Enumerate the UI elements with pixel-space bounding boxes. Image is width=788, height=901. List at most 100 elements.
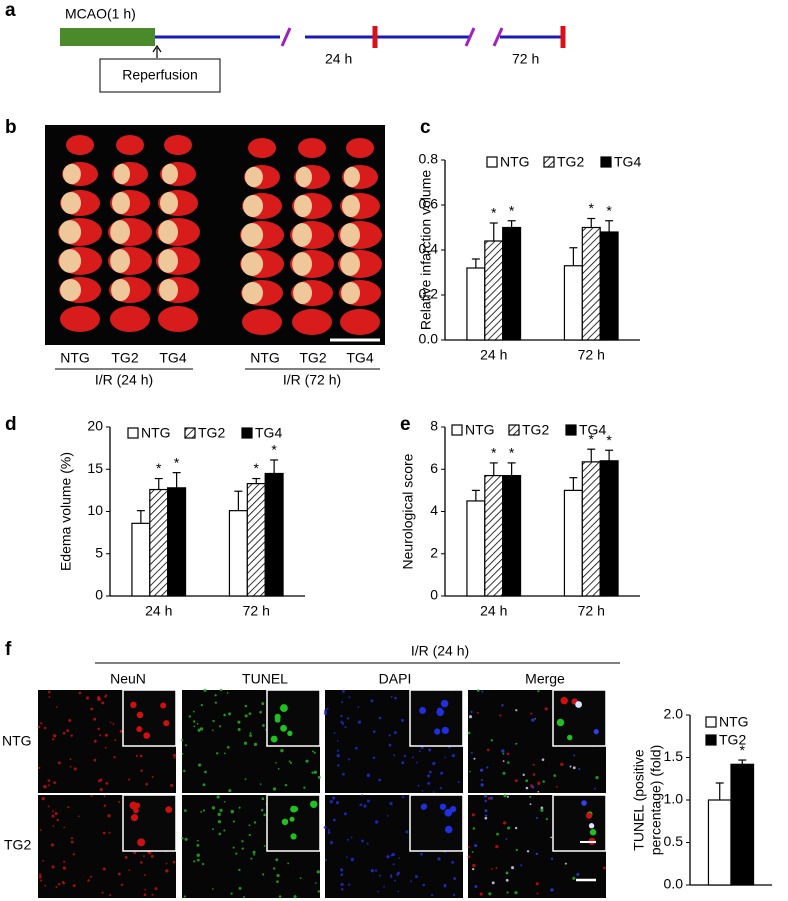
legend-swatch [241,427,253,439]
cell [293,895,297,899]
cell [346,856,348,859]
cell [540,808,544,812]
cell [439,803,447,810]
cell [99,734,102,737]
cell [93,739,97,743]
error-bar [569,247,578,266]
cell [173,756,176,759]
cell [137,838,146,847]
cell [474,885,478,888]
cell [361,794,364,797]
timeline: MCAO(1 h) 24 h 72 h Reperfusion [60,6,566,93]
cell [40,879,43,882]
brain-slice [346,138,374,158]
cell [128,778,131,781]
cell [550,836,553,839]
cell [336,753,340,758]
cell [134,802,141,809]
cell [514,826,518,830]
cell [196,839,199,842]
group-label: TG4 [346,350,373,366]
cell [534,717,537,720]
cell [467,845,470,849]
cell [388,734,391,737]
arrow-head [152,44,162,53]
cell [313,751,316,754]
cell [110,721,112,724]
cell [522,773,525,776]
cell [564,862,567,865]
significance: * [589,200,595,216]
cell [52,825,55,827]
cell [63,860,66,863]
inset [409,689,464,747]
cell [139,861,143,864]
cell [432,761,436,766]
cell [473,757,476,760]
cell [420,746,424,750]
cell [396,872,400,876]
cell [394,879,397,882]
cell [476,689,480,692]
column-label: TUNEL [242,671,288,687]
cell [470,751,473,754]
cell [428,770,432,774]
cell [72,853,75,856]
cell [372,756,376,760]
panel-label: c [420,117,431,138]
cell [402,795,405,799]
significance: * [740,742,746,758]
cell [248,824,251,827]
cell [391,852,395,857]
cell [70,840,74,844]
cell [93,717,97,721]
cell [104,746,107,749]
cell [203,688,207,692]
cell [453,876,457,880]
cell [416,761,418,764]
cell [472,867,475,871]
error-bar [605,220,614,232]
cell [130,814,139,822]
cell [274,716,281,723]
infarct [62,163,81,185]
timepoint-label: 24 h [325,51,352,67]
cell [228,712,232,716]
cell [40,722,43,725]
y-tick-label: 0.6 [419,196,439,212]
infarct [340,223,360,247]
cell [289,761,293,764]
cell [44,884,47,887]
cell [440,771,444,775]
significance: * [271,442,277,458]
cell [336,740,339,742]
significance: * [509,202,515,218]
infarct [241,252,264,276]
cell [398,857,401,859]
cell [388,743,392,747]
cell [97,696,101,700]
column-label: NeuN [110,671,146,687]
cell [536,892,539,895]
cell [470,710,473,713]
cell [366,842,369,845]
cell [130,701,137,709]
infarct [111,278,130,302]
cell [288,760,291,763]
cell [469,770,471,773]
significance: * [156,460,162,476]
error-bar [587,448,596,462]
brain-slice [242,309,282,335]
cell [515,742,518,745]
cell [544,707,548,711]
infarct [112,191,130,215]
error-bar [489,462,498,476]
infarct [242,281,264,305]
cell [314,882,317,884]
infarct [110,220,130,244]
y-axis-title: TUNEL (positive [631,749,647,851]
bar [581,226,601,341]
cell [588,823,595,829]
legend-swatch [184,427,196,439]
bar [730,763,755,886]
